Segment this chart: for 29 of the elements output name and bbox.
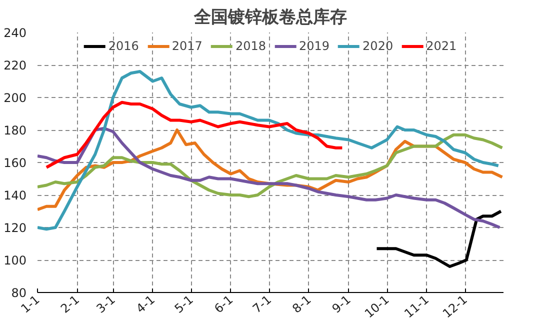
legend-label: 2020 — [362, 39, 394, 53]
line-series — [38, 70, 500, 231]
legend-label: 2017 — [172, 39, 202, 53]
line-series — [38, 126, 502, 229]
y-tick-label: 240 — [4, 26, 26, 40]
y-tick-label: 180 — [4, 124, 26, 138]
y-tick-label: 80 — [11, 286, 27, 300]
y-tick-label: 220 — [4, 58, 26, 72]
y-tick-label: 200 — [4, 91, 26, 105]
line-series — [44, 100, 344, 169]
line-series — [375, 210, 502, 268]
legend-label: 2019 — [299, 39, 330, 53]
legend-label: 2021 — [426, 39, 457, 53]
x-tick-label: 5-1 — [172, 292, 196, 316]
legend-label: 2016 — [108, 39, 139, 53]
x-tick-label: 6-1 — [212, 292, 236, 316]
x-tick-label: 4-1 — [134, 292, 158, 316]
x-tick-label: 3-1 — [94, 292, 118, 316]
x-tick-label: 2-1 — [58, 292, 82, 316]
legend-label: 2018 — [235, 39, 266, 53]
y-tick-label: 140 — [4, 188, 26, 202]
chart-title: 全国镀锌板卷总库存 — [193, 8, 347, 28]
y-tick-label: 100 — [4, 254, 26, 268]
x-tick-label: 8-1 — [290, 292, 314, 316]
y-tick-label: 120 — [4, 221, 26, 235]
x-tick-label: 7-1 — [250, 292, 274, 316]
x-tick-label: 9-1 — [329, 292, 354, 316]
y-tick-label: 160 — [4, 156, 26, 170]
line-series — [38, 133, 504, 198]
